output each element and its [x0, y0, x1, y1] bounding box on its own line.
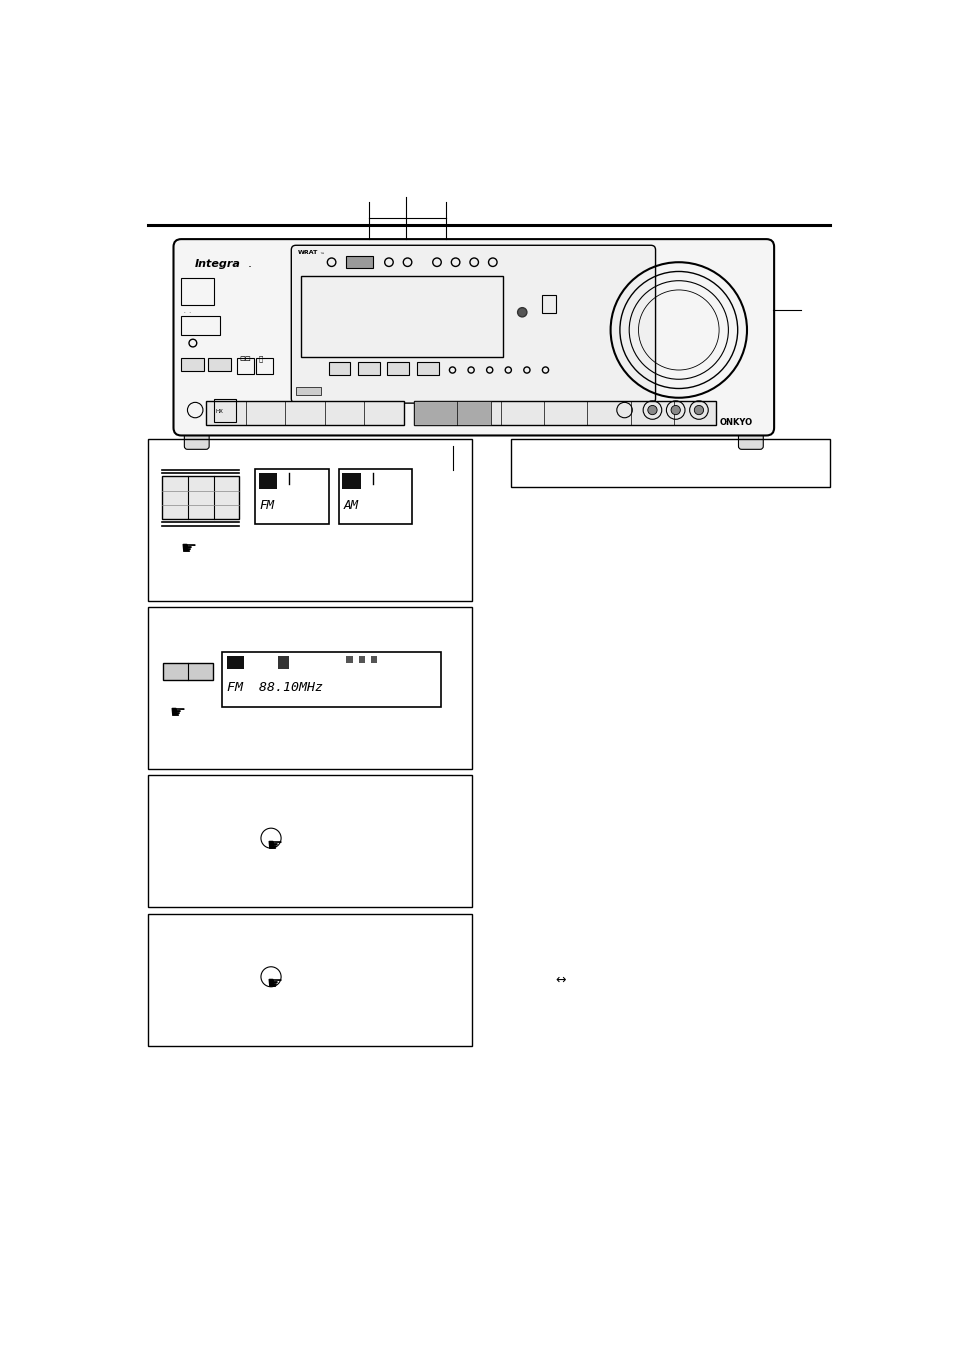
Text: ↔: ↔: [556, 973, 566, 986]
Ellipse shape: [505, 290, 538, 335]
Bar: [163, 662, 213, 680]
Bar: [148, 607, 472, 769]
Bar: [414, 401, 716, 426]
Circle shape: [670, 405, 679, 415]
Bar: [510, 439, 829, 488]
Bar: [162, 477, 239, 519]
Bar: [255, 358, 273, 374]
Bar: [227, 657, 244, 669]
Bar: [345, 257, 373, 269]
Text: AM: AM: [343, 499, 357, 512]
Bar: [342, 473, 360, 489]
Bar: [181, 277, 213, 305]
Circle shape: [517, 308, 526, 317]
Circle shape: [694, 405, 703, 415]
Bar: [278, 657, 289, 669]
Text: ·  ·: · ·: [183, 309, 191, 315]
Bar: [181, 316, 220, 335]
Bar: [301, 276, 502, 357]
Bar: [148, 439, 472, 601]
Bar: [542, 295, 556, 313]
Bar: [387, 362, 409, 374]
Text: ⊟⊟: ⊟⊟: [239, 355, 251, 362]
Circle shape: [647, 405, 657, 415]
Bar: [357, 362, 379, 374]
Bar: [416, 362, 438, 374]
Bar: [148, 913, 472, 1046]
Text: Integra: Integra: [195, 259, 241, 269]
Bar: [328, 362, 350, 374]
FancyBboxPatch shape: [738, 432, 762, 450]
Bar: [258, 473, 277, 489]
Text: ☛: ☛: [266, 836, 282, 855]
Bar: [181, 358, 204, 370]
Text: ☛: ☛: [169, 704, 185, 723]
Text: ™: ™: [319, 253, 324, 257]
FancyBboxPatch shape: [184, 432, 209, 450]
Bar: [222, 651, 440, 708]
Text: FM  88.10MHz: FM 88.10MHz: [227, 681, 323, 694]
Text: ☛: ☛: [266, 975, 282, 993]
Bar: [236, 358, 253, 374]
Text: HX: HX: [215, 409, 223, 415]
Text: .: .: [248, 257, 252, 270]
Text: ㏈: ㏈: [258, 355, 263, 362]
Bar: [208, 358, 231, 370]
Bar: [213, 400, 235, 423]
Bar: [338, 469, 412, 524]
Bar: [414, 401, 491, 426]
Text: ONKYO: ONKYO: [719, 417, 752, 427]
FancyBboxPatch shape: [173, 239, 773, 435]
Bar: [206, 401, 403, 426]
Bar: [148, 775, 472, 908]
Ellipse shape: [500, 285, 542, 339]
Bar: [358, 657, 365, 662]
FancyBboxPatch shape: [291, 246, 655, 403]
Text: WRAT: WRAT: [297, 250, 317, 255]
Bar: [346, 657, 353, 662]
Text: ☛: ☛: [180, 539, 196, 558]
Bar: [371, 657, 377, 662]
Text: FM: FM: [259, 499, 274, 512]
Bar: [295, 386, 320, 394]
Bar: [254, 469, 328, 524]
